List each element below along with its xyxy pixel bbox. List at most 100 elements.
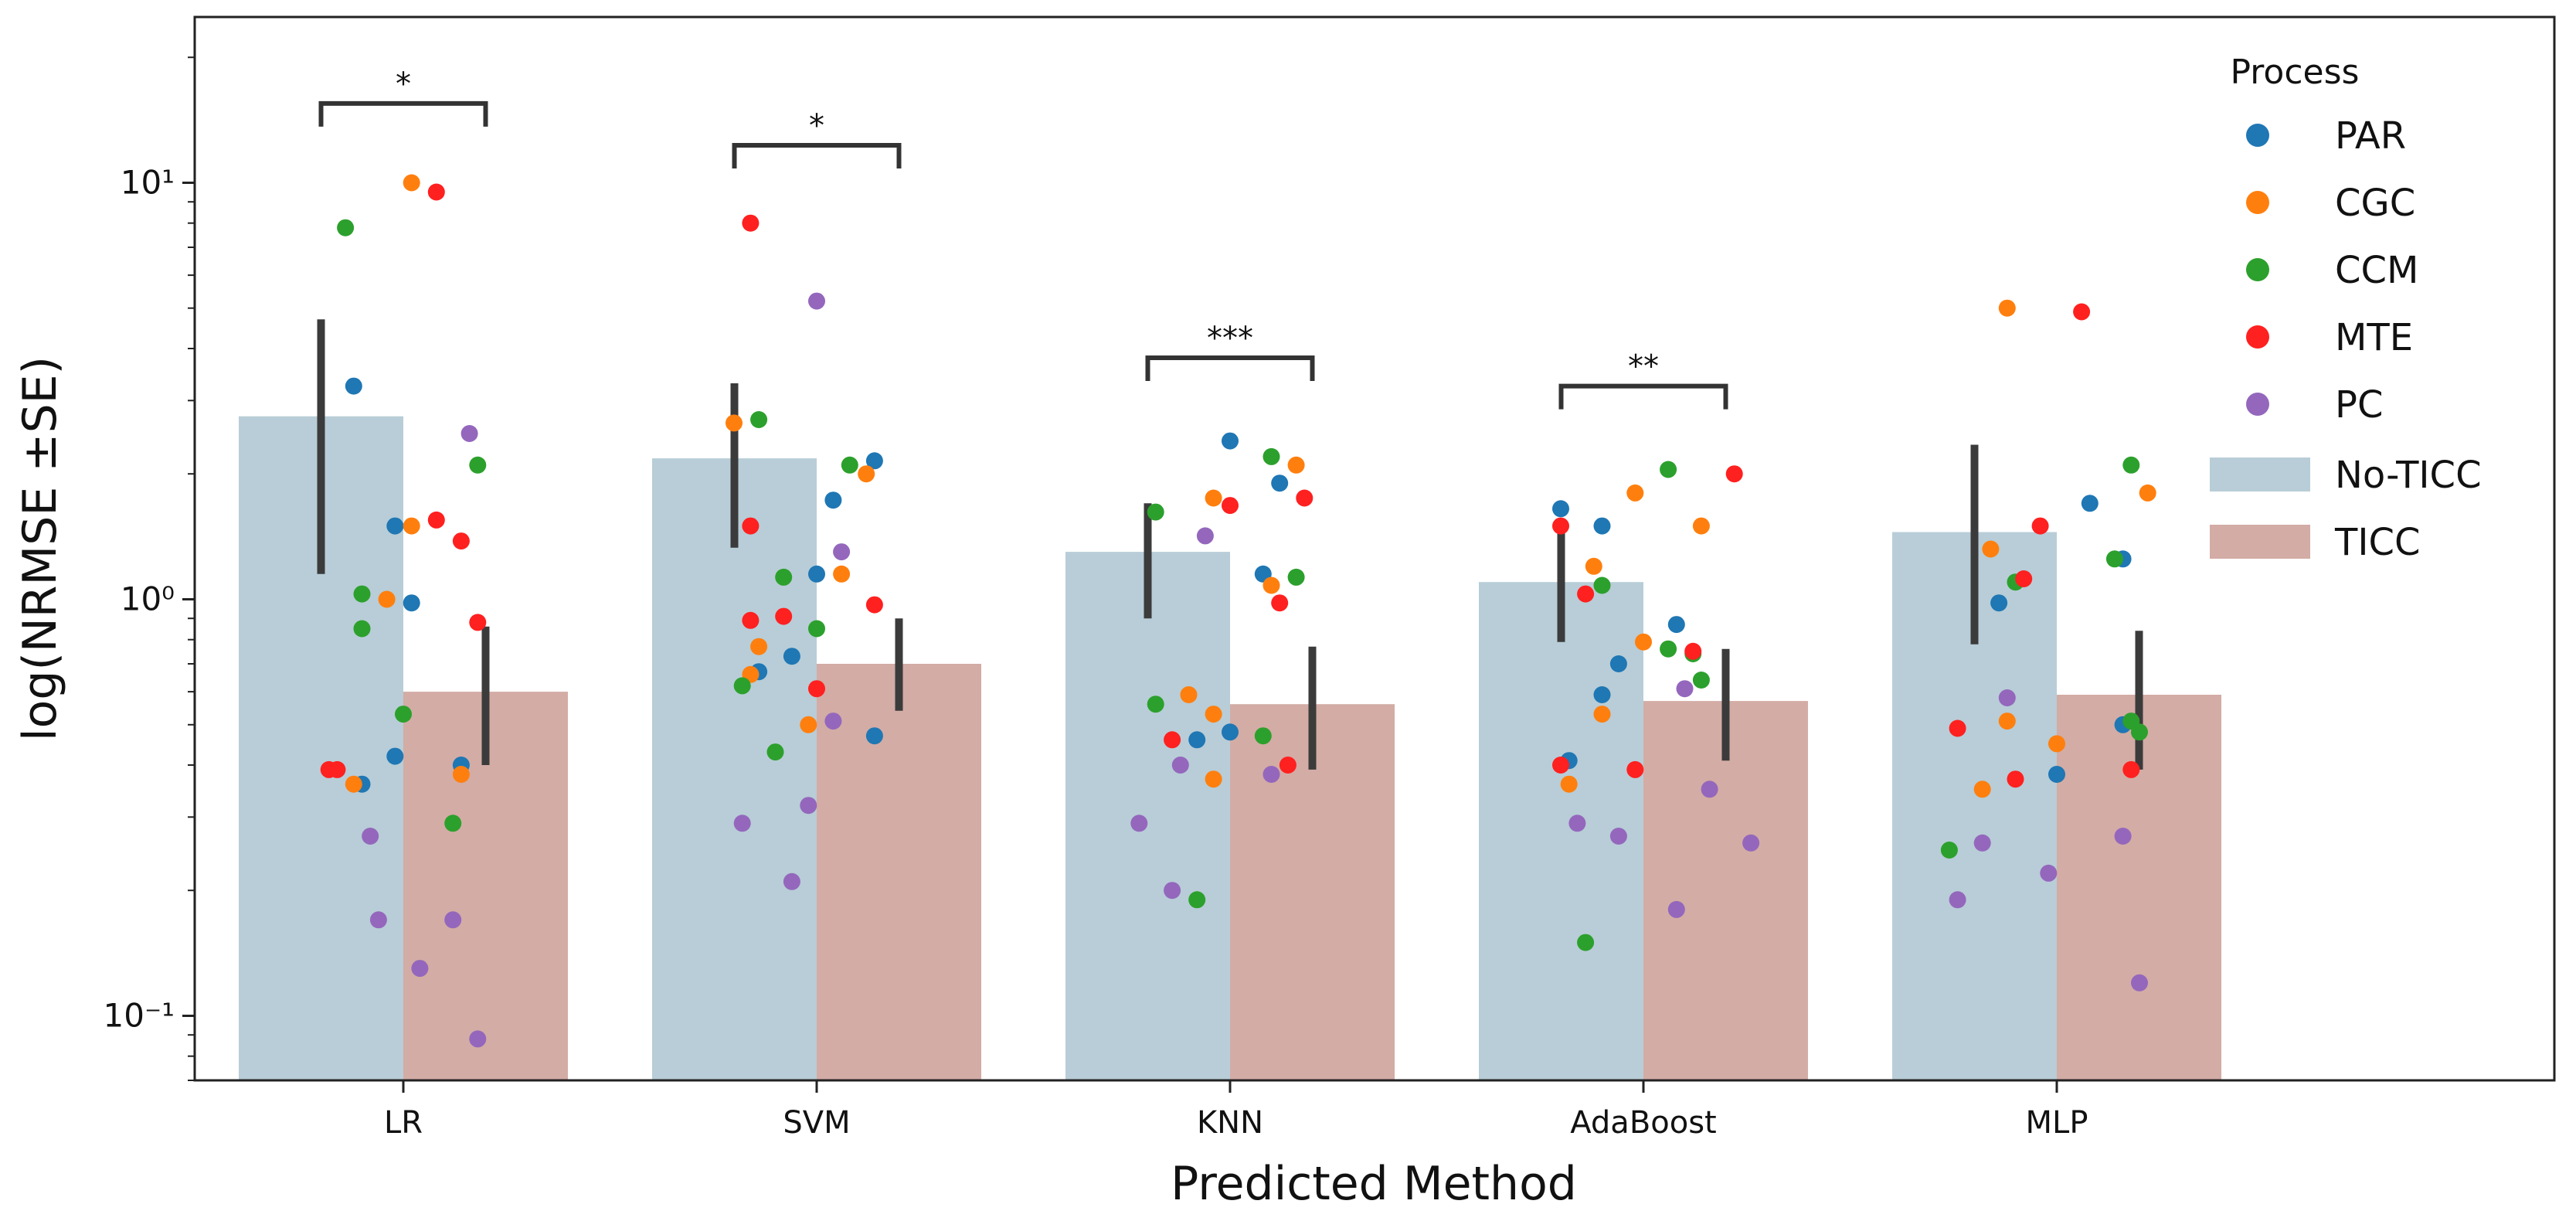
legend-label-no-ticc: No-TICC: [2335, 454, 2482, 497]
legend-label-par: PAR: [2335, 114, 2406, 158]
point-knn-cgc: [1287, 456, 1305, 474]
point-svm-ccm: [841, 456, 858, 474]
plot-frame: [193, 15, 2556, 1082]
x-tick-label-adaboost: AdaBoost: [1570, 1105, 1716, 1141]
point-lr-pc: [469, 1030, 487, 1048]
significance-label-knn: ***: [1207, 321, 1253, 356]
x-tick-label-lr: LR: [384, 1105, 423, 1141]
x-tick-label-svm: SVM: [783, 1105, 850, 1141]
significance-bracket-adaboost: [1558, 383, 1728, 410]
point-lr-pc: [411, 960, 429, 978]
point-adaboost-pc: [1676, 680, 1694, 698]
point-mlp-cgc: [2048, 735, 2065, 753]
point-adaboost-ccm: [1593, 576, 1611, 594]
point-knn-cgc: [1263, 576, 1280, 594]
point-mlp-cgc: [2139, 484, 2156, 502]
point-knn-pc: [1171, 757, 1189, 774]
point-lr-pc: [369, 911, 387, 929]
point-mlp-cgc: [1998, 299, 2016, 317]
point-lr-par: [403, 594, 420, 612]
legend-label-ticc: TICC: [2334, 521, 2421, 564]
point-adaboost-cgc: [1692, 517, 1710, 535]
point-mlp-par: [2048, 766, 2065, 783]
point-lr-mte: [427, 183, 445, 201]
point-mlp-ccm: [2105, 550, 2123, 568]
point-svm-cgc: [750, 638, 768, 655]
legend-label-mte: MTE: [2335, 316, 2413, 359]
points-layer: [320, 174, 2156, 1048]
point-svm-cgc: [800, 716, 817, 733]
point-mlp-mte: [2015, 570, 2033, 587]
point-lr-pc: [444, 911, 462, 929]
point-lr-ccm: [337, 219, 355, 236]
y-axis-label: log(NRMSE ±SE): [13, 356, 67, 741]
point-adaboost-par: [1552, 500, 1569, 518]
point-lr-ccm: [395, 706, 412, 723]
y-axis: 10⁻¹ 10⁰ 10¹: [104, 56, 195, 1081]
point-knn-par: [1188, 731, 1206, 749]
point-svm-cgc: [833, 565, 851, 583]
point-knn-ccm: [1254, 727, 1272, 745]
point-mlp-pc: [1998, 689, 2016, 706]
point-adaboost-pc: [1701, 781, 1718, 798]
point-knn-mte: [1271, 594, 1289, 612]
legend-label-cgc: CGC: [2335, 182, 2415, 225]
point-mlp-pc: [1973, 834, 1991, 852]
point-adaboost-pc: [1568, 815, 1586, 832]
point-svm-ccm: [808, 620, 825, 638]
point-knn-cgc: [1205, 489, 1222, 507]
point-adaboost-par: [1593, 686, 1611, 703]
point-adaboost-cgc: [1635, 633, 1652, 651]
point-adaboost-mte: [1626, 760, 1644, 778]
point-lr-ccm: [444, 815, 462, 832]
x-tick-label-mlp: MLP: [2026, 1105, 2088, 1141]
point-adaboost-ccm: [1660, 640, 1677, 658]
point-adaboost-ccm: [1577, 934, 1595, 951]
point-adaboost-cgc: [1626, 484, 1644, 502]
point-knn-ccm: [1263, 447, 1280, 465]
point-mlp-pc: [2131, 974, 2148, 991]
point-knn-pc: [1196, 527, 1214, 545]
significance-bracket-svm: [732, 143, 902, 168]
point-mlp-mte: [2122, 760, 2140, 778]
point-svm-pc: [800, 797, 817, 815]
point-lr-par: [386, 747, 404, 765]
bar-ticc-svm: [817, 664, 981, 1080]
point-adaboost-mte: [1552, 517, 1569, 535]
point-mlp-ccm: [2131, 723, 2148, 741]
point-svm-mte: [742, 517, 760, 535]
point-svm-pc: [783, 872, 800, 890]
point-adaboost-mte: [1577, 585, 1595, 603]
point-knn-cgc: [1205, 706, 1222, 723]
point-mlp-pc: [2114, 828, 2132, 845]
point-adaboost-pc: [1609, 828, 1627, 845]
point-knn-mte: [1164, 731, 1181, 749]
significance-label-lr: *: [396, 66, 411, 102]
point-lr-cgc: [403, 517, 420, 535]
point-knn-ccm: [1287, 568, 1305, 586]
point-lr-par: [345, 377, 362, 395]
legend-swatch-ticc: [2210, 525, 2310, 559]
point-svm-mte: [742, 611, 760, 629]
bar-ticc-adaboost: [1643, 701, 1808, 1080]
point-lr-par: [386, 517, 404, 535]
significance-annotations: *******: [318, 66, 1728, 410]
point-adaboost-par: [1609, 655, 1627, 672]
legend-marker-pc: [2246, 393, 2269, 416]
legend-marker-cgc: [2246, 191, 2269, 214]
legend-label-ccm: CCM: [2335, 249, 2418, 292]
x-axis-label: Predicted Method: [1171, 1157, 1577, 1211]
point-mlp-par: [1990, 594, 2008, 612]
legend: Process PAR CGC CCM MTE PC No-TICC TICC: [2210, 53, 2482, 564]
point-knn-cgc: [1180, 686, 1198, 703]
point-knn-ccm: [1147, 696, 1164, 713]
point-svm-par: [783, 648, 800, 665]
point-mlp-ccm: [1940, 842, 1958, 859]
point-svm-mte: [808, 680, 825, 698]
point-svm-pc: [833, 543, 851, 561]
point-adaboost-cgc: [1560, 775, 1578, 793]
point-mlp-mte: [2073, 303, 2091, 321]
point-svm-mte: [865, 596, 883, 614]
point-lr-cgc: [378, 590, 396, 608]
